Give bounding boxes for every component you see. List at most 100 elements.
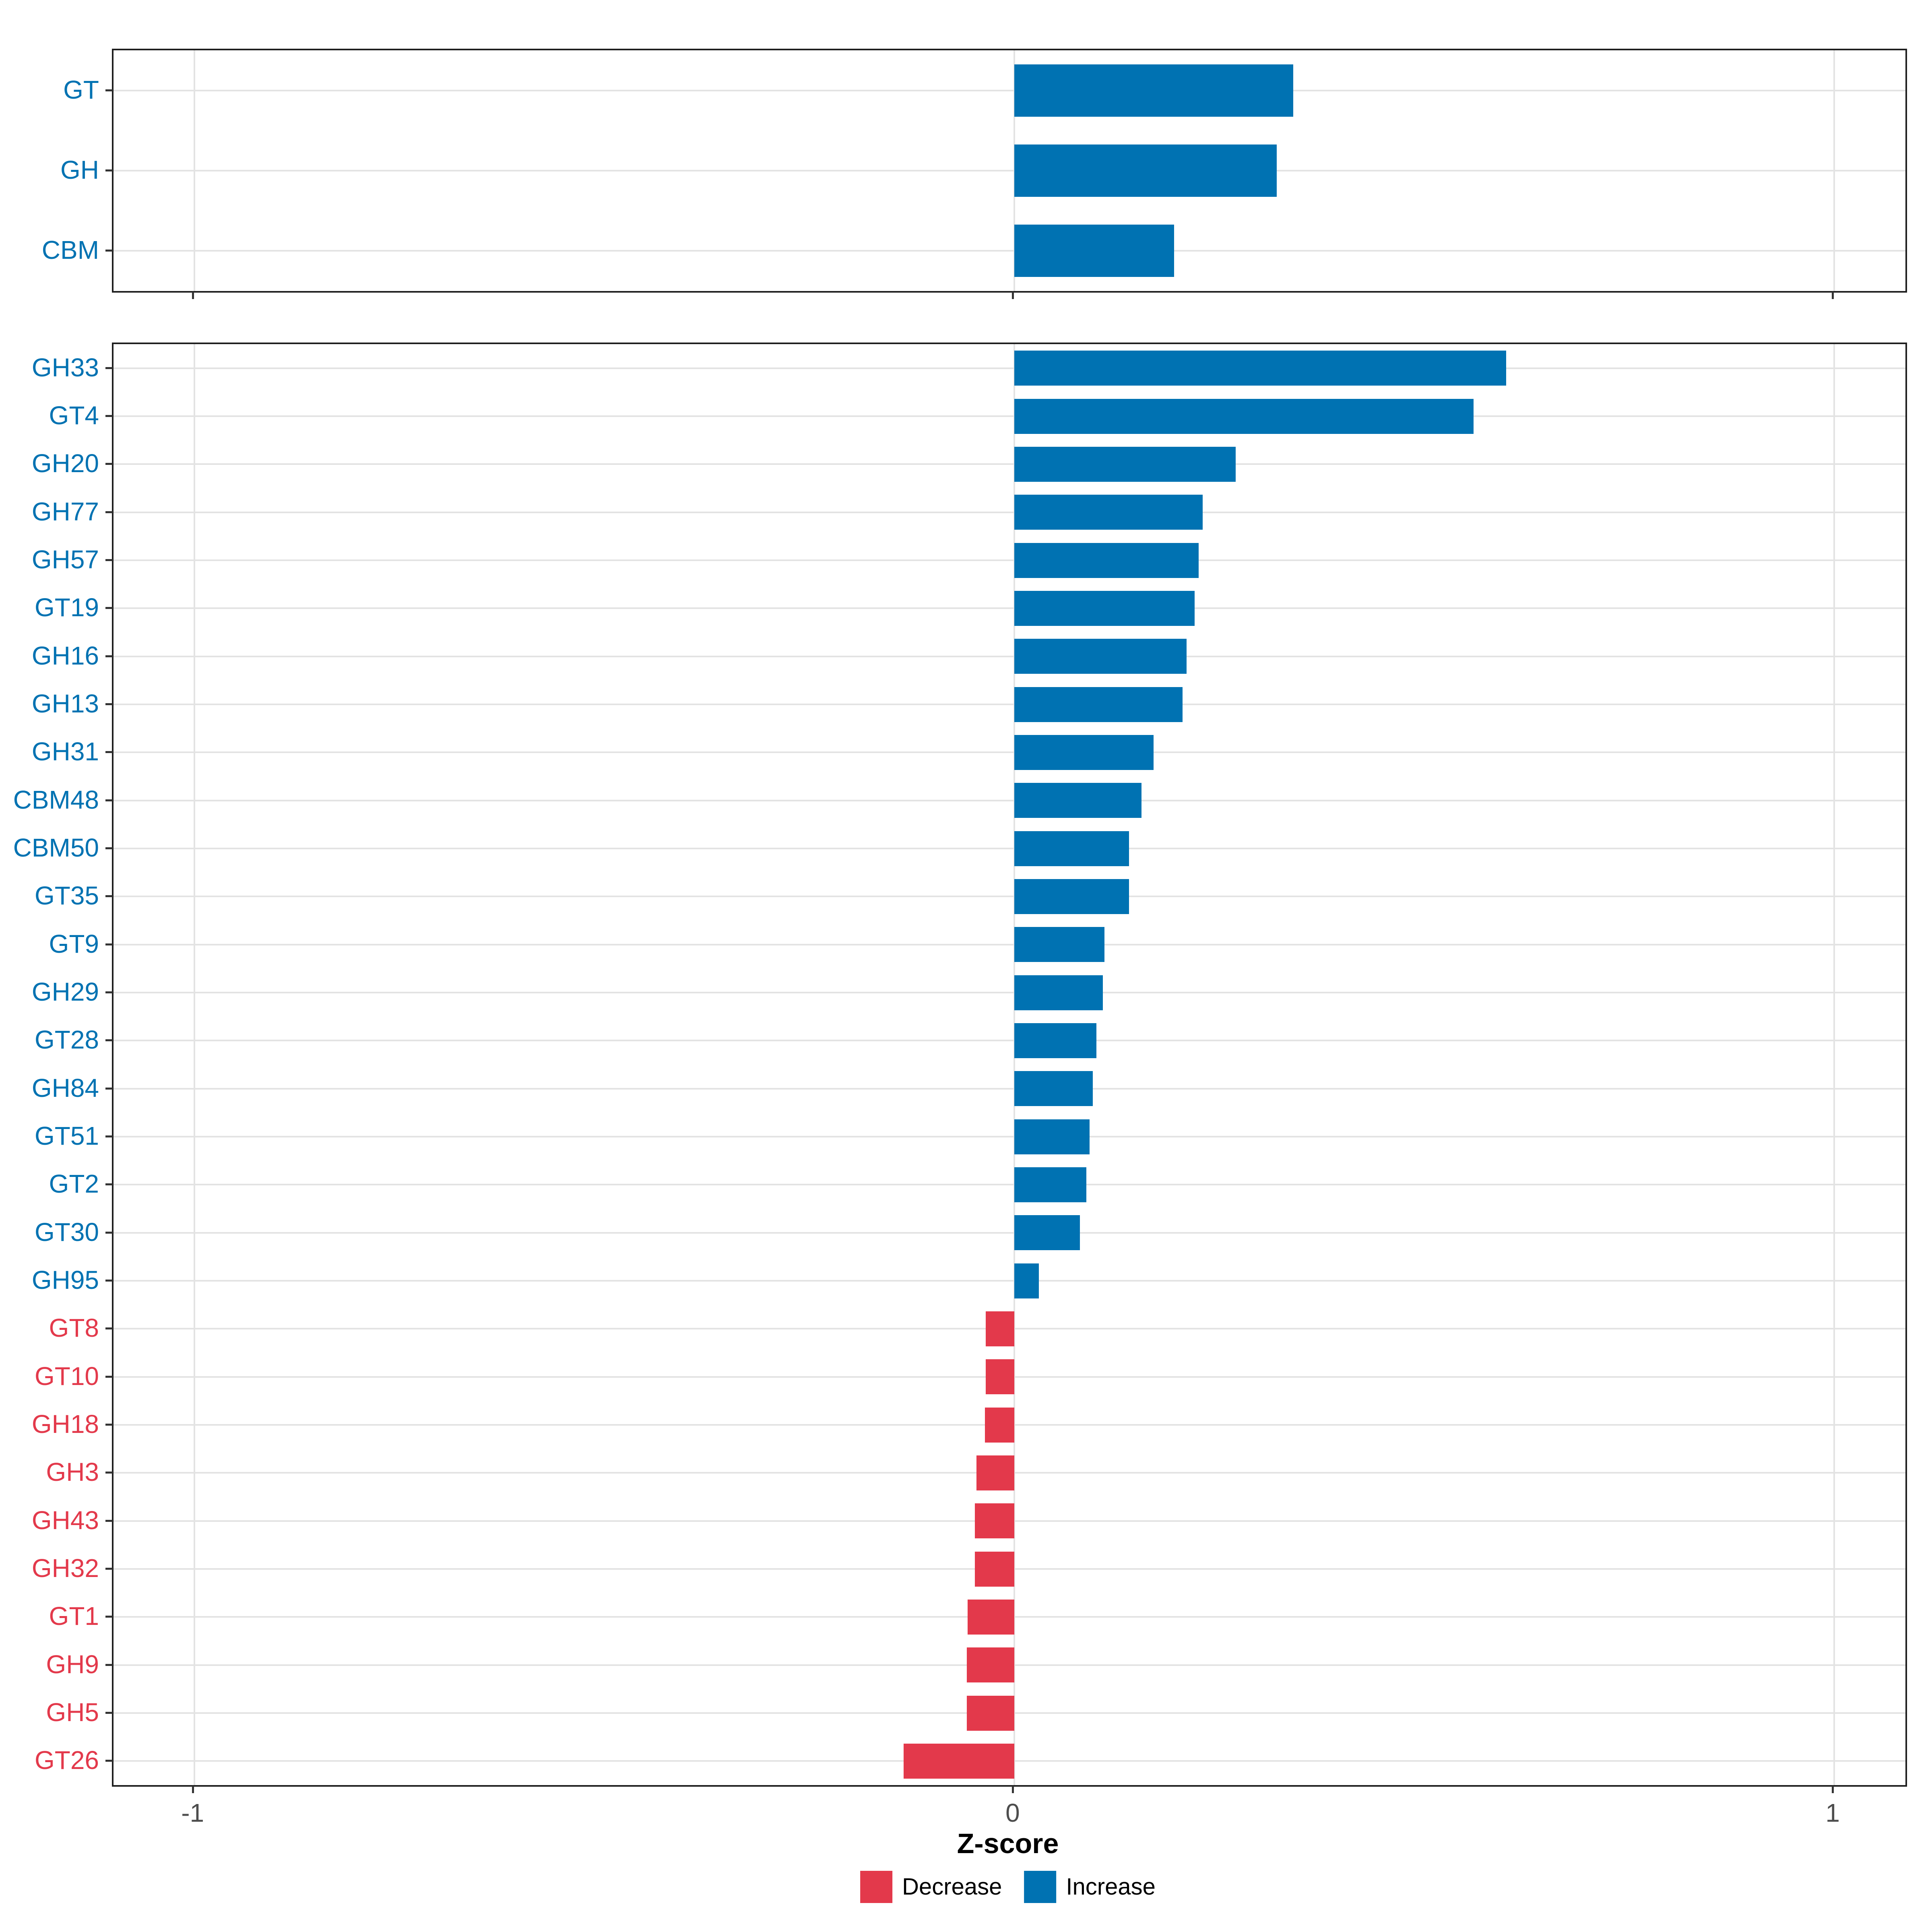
gridline-x-1 [1833, 344, 1835, 1785]
y-axis-tick-GH95 [105, 1280, 113, 1282]
y-axis-tick-GT8 [105, 1327, 113, 1330]
ylabel-GH43: GH43 [31, 1505, 99, 1535]
y-axis-tick-CBM48 [105, 799, 113, 801]
x-tick-label-1: 1 [1825, 1798, 1840, 1827]
y-axis-tick-CBM50 [105, 847, 113, 849]
gridline-row-GH95 [114, 1280, 1905, 1282]
decrease-swatch-icon [860, 1871, 893, 1903]
gridline-row-GT [114, 89, 1905, 91]
ylabel-GT10: GT10 [34, 1361, 99, 1391]
bar-GT28 [1014, 1023, 1096, 1058]
gridline-row-CBM48 [114, 799, 1905, 801]
ylabel-GT35: GT35 [34, 881, 99, 910]
bar-GH33 [1014, 351, 1507, 386]
bar-GH31 [1014, 735, 1154, 770]
y-axis-tick-GH13 [105, 703, 113, 705]
bar-GT10 [985, 1359, 1014, 1395]
y-axis-tick-GT19 [105, 607, 113, 609]
bar-GH3 [976, 1455, 1014, 1490]
bar-GT1 [967, 1599, 1014, 1635]
y-axis-tick-GT1 [105, 1616, 113, 1618]
y-axis-tick-GH29 [105, 991, 113, 993]
gridline-row-GT35 [114, 896, 1905, 898]
ylabel-GT30: GT30 [34, 1217, 99, 1247]
y-axis-tick-CBM [105, 250, 113, 252]
bar-GH13 [1014, 687, 1183, 722]
gridline-row-GH31 [114, 751, 1905, 753]
x-axis-tick-1 [1832, 292, 1834, 299]
ylabel-GH77: GH77 [31, 497, 99, 526]
gridline-row-GH84 [114, 1088, 1905, 1090]
top-panel [112, 49, 1907, 293]
bar-GH18 [985, 1407, 1014, 1443]
y-axis-tick-GT2 [105, 1183, 113, 1186]
gridline-row-GT19 [114, 607, 1905, 609]
ylabel-GH9: GH9 [46, 1649, 99, 1679]
bar-GH77 [1014, 495, 1203, 530]
bar-GH16 [1014, 639, 1187, 674]
ylabel-GT1: GT1 [49, 1602, 99, 1631]
legend: Decrease Increase [860, 1871, 1156, 1903]
legend-label-increase: Increase [1066, 1874, 1156, 1900]
bar-GT2 [1014, 1167, 1087, 1202]
y-axis-tick-GH84 [105, 1087, 113, 1090]
y-axis-tick-GH31 [105, 751, 113, 753]
ylabel-GH33: GH33 [31, 353, 99, 382]
ylabel-GT26: GT26 [34, 1746, 99, 1775]
bar-GH [1014, 144, 1277, 197]
ylabel-GH16: GH16 [31, 641, 99, 670]
ylabel-GT2: GT2 [49, 1169, 99, 1199]
y-axis-tick-GT28 [105, 1039, 113, 1042]
ylabel-GH32: GH32 [31, 1554, 99, 1583]
bar-CBM [1014, 225, 1174, 277]
gridline-row-GH16 [114, 655, 1905, 657]
bar-CBM50 [1014, 831, 1129, 866]
bar-GT [1014, 64, 1293, 117]
bar-GT9 [1014, 927, 1104, 962]
gridline-row-GH [114, 170, 1905, 171]
y-axis-tick-GH32 [105, 1568, 113, 1570]
bar-GH9 [966, 1647, 1014, 1683]
bar-GH43 [975, 1503, 1014, 1539]
x-axis-tick--1 [192, 292, 194, 299]
legend-item-increase: Increase [1024, 1871, 1156, 1903]
y-axis-tick-GT35 [105, 895, 113, 898]
bar-GH95 [1014, 1263, 1039, 1298]
y-axis-tick-GT9 [105, 943, 113, 945]
x-tick-label-0: 0 [1005, 1798, 1020, 1827]
ylabel-GT9: GT9 [49, 929, 99, 958]
ylabel-GH20: GH20 [31, 449, 99, 478]
gridline-row-GH77 [114, 511, 1905, 513]
gridline-row-CBM50 [114, 848, 1905, 849]
legend-label-decrease: Decrease [902, 1874, 1002, 1900]
y-axis-tick-GH33 [105, 367, 113, 369]
y-axis-tick-GT30 [105, 1231, 113, 1234]
ylabel-GH29: GH29 [31, 977, 99, 1006]
gridline-row-GH13 [114, 704, 1905, 705]
ylabel-GH5: GH5 [46, 1698, 99, 1727]
ylabel-GT: GT [63, 75, 99, 104]
y-axis-tick-GH18 [105, 1424, 113, 1426]
ylabel-GH95: GH95 [31, 1265, 99, 1294]
ylabel-GT8: GT8 [49, 1313, 99, 1343]
gridline-row-GH20 [114, 463, 1905, 465]
ylabel-GH: GH [60, 155, 99, 184]
gridline-row-GH33 [114, 367, 1905, 369]
gridline-row-GT51 [114, 1136, 1905, 1137]
gridline-row-GH29 [114, 992, 1905, 993]
gridline-row-CBM [114, 250, 1905, 252]
y-axis-tick-GH43 [105, 1519, 113, 1522]
bar-GH32 [975, 1551, 1014, 1587]
ylabel-GT19: GT19 [34, 593, 99, 622]
y-axis-tick-GH57 [105, 559, 113, 561]
y-axis-tick-GT26 [105, 1760, 113, 1762]
ylabel-GH84: GH84 [31, 1073, 99, 1102]
ylabel-GH13: GH13 [31, 689, 99, 718]
bottom-panel [112, 343, 1907, 1787]
y-axis-tick-GH5 [105, 1712, 113, 1714]
y-axis-tick-GT10 [105, 1375, 113, 1378]
y-axis-tick-GH9 [105, 1664, 113, 1666]
bar-CBM48 [1014, 783, 1141, 818]
ylabel-CBM50: CBM50 [13, 833, 99, 862]
